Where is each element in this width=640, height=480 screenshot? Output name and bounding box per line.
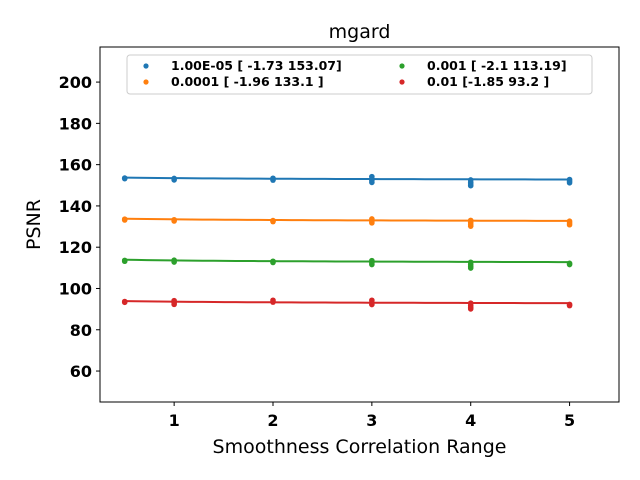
plot-frame [99, 46, 620, 403]
y-tick-label: 60 [70, 362, 92, 381]
fit-line-3 [124, 300, 570, 305]
data-point [369, 261, 375, 268]
y-tick-label: 200 [59, 73, 92, 92]
fit-line-2 [124, 258, 570, 264]
y-tick-label: 180 [59, 114, 92, 133]
data-point [566, 302, 573, 309]
x-tick-label: 4 [465, 411, 476, 430]
data-point [121, 258, 128, 265]
legend-box [126, 54, 593, 95]
legend-label: 0.01 [-1.85 93.2 ] [427, 74, 549, 89]
data-point [566, 180, 573, 186]
data-point [171, 177, 177, 183]
legend-label: 0.001 [ -2.1 113.19] [427, 58, 567, 73]
axes: 1 2 3 4 5 60 80 100 120 140 160 180 200 [59, 46, 620, 430]
data-point [369, 220, 375, 226]
legend-marker [399, 63, 405, 69]
x-tick-label: 5 [564, 411, 575, 430]
fit-line-0 [124, 176, 570, 181]
data-point [566, 261, 573, 268]
series-3 [121, 297, 573, 312]
series-0 [121, 173, 573, 189]
plot-data [121, 173, 573, 312]
x-tick-label: 2 [267, 411, 278, 430]
x-tick-label: 3 [366, 411, 377, 430]
data-point [566, 221, 573, 228]
data-point [369, 301, 375, 308]
legend-marker [143, 79, 149, 85]
legend-label: 0.0001 [ -1.96 133.1 ] [171, 74, 324, 89]
y-tick-label: 80 [70, 321, 92, 340]
data-point [121, 299, 128, 306]
data-point [121, 175, 128, 182]
data-point [121, 217, 128, 223]
legend: 1.00E-05 [ -1.73 153.07]0.0001 [ -1.96 1… [126, 54, 593, 95]
data-point [171, 218, 177, 224]
data-point [171, 301, 177, 308]
data-point [270, 177, 276, 183]
data-point [467, 223, 474, 229]
fit-line-1 [124, 217, 570, 222]
y-tick-label: 120 [59, 238, 92, 257]
y-tick-label: 140 [59, 197, 92, 216]
y-tick-label: 160 [59, 156, 92, 175]
y-axis-title: PSNR [23, 199, 45, 250]
legend-label: 1.00E-05 [ -1.73 153.07] [171, 58, 342, 73]
data-point [270, 218, 276, 225]
series-2 [121, 257, 573, 271]
data-point [467, 182, 474, 189]
legend-marker [399, 79, 405, 85]
data-point [369, 179, 375, 186]
x-tick-label: 1 [169, 411, 180, 430]
chart-title: mgard [329, 21, 391, 43]
data-point [270, 299, 276, 305]
data-point [270, 259, 276, 266]
y-tick-label: 100 [59, 279, 92, 298]
series-1 [121, 216, 573, 229]
legend-marker [143, 63, 149, 69]
data-point [467, 306, 474, 312]
data-point [171, 259, 177, 265]
x-axis-title: Smoothness Correlation Range [213, 436, 507, 458]
data-point [467, 265, 474, 271]
